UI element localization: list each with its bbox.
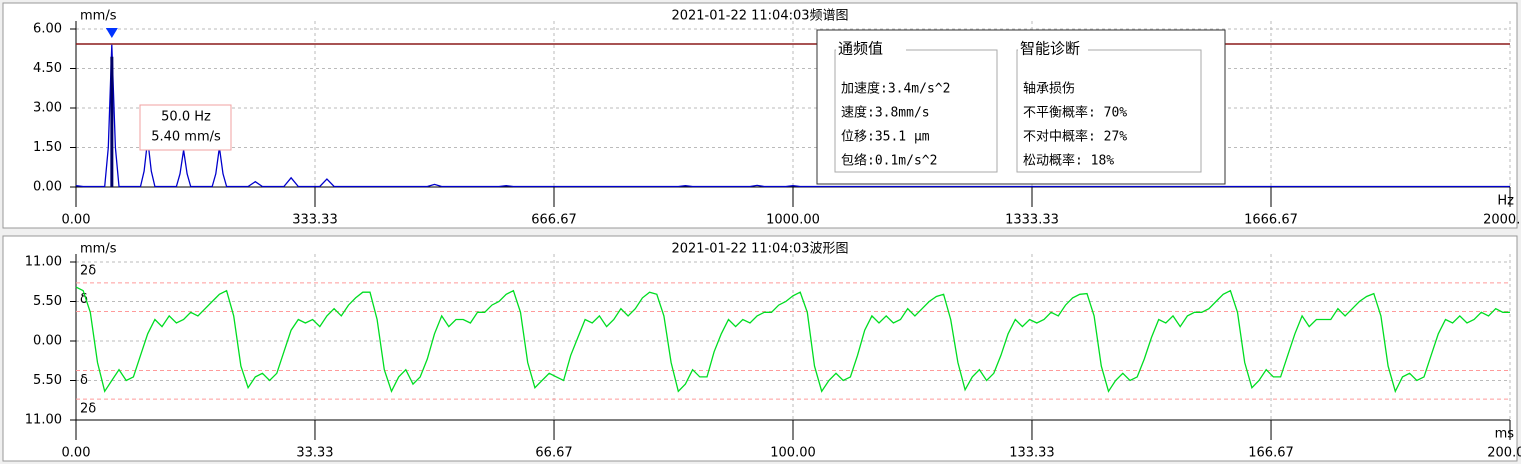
x-tick-label: 166.67	[1248, 446, 1294, 461]
chart-title: 2021-01-22 11:04:03频谱图	[671, 9, 848, 24]
y-unit: mm/s	[80, 242, 117, 257]
x-tick-label: 666.67	[531, 213, 577, 228]
reference-label: δ	[80, 373, 88, 388]
y-tick-label: 5.50	[33, 373, 62, 388]
y-tick-label: 11.00	[25, 413, 62, 428]
x-tick-label: 2000.00	[1483, 213, 1521, 228]
info-line: 松动概率: 18%	[1023, 153, 1114, 169]
y-tick-label: 3.00	[33, 101, 62, 116]
group-frame	[834, 49, 998, 173]
x-tick-label: 133.33	[1009, 446, 1055, 461]
x-unit: Hz	[1497, 194, 1514, 209]
chart-title: 2021-01-22 11:04:03波形图	[671, 242, 848, 257]
x-tick-label: 100.00	[770, 446, 816, 461]
y-unit: mm/s	[80, 9, 117, 24]
group-frame	[1016, 49, 1202, 173]
y-tick-label: 11.00	[25, 255, 62, 270]
y-tick-label: 1.50	[33, 140, 62, 155]
marker-label: 50.0 Hz	[161, 110, 211, 125]
info-line: 加速度:3.4m/s^2	[841, 81, 950, 97]
x-unit: ms	[1495, 427, 1515, 442]
x-tick-label: 1333.33	[1005, 213, 1059, 228]
info-line: 不对中概率: 27%	[1023, 129, 1127, 145]
marker-label: 5.40 mm/s	[151, 130, 221, 145]
reference-label: 2δ	[80, 263, 96, 278]
x-tick-label: 1000.00	[766, 213, 820, 228]
info-line: 包络:0.1m/s^2	[841, 153, 937, 169]
data-line	[75, 286, 1510, 394]
panel-background	[2, 235, 1518, 462]
x-tick-label: 200.00	[1487, 446, 1521, 461]
info-line: 不平衡概率: 70%	[1023, 105, 1127, 121]
marker-box	[139, 104, 232, 151]
y-tick-label: 4.50	[33, 61, 62, 76]
group-title: 智能诊断	[1020, 40, 1080, 58]
y-tick-label: 0.00	[33, 180, 62, 195]
info-line: 位移:35.1 μm	[841, 130, 930, 145]
group-title-bg	[1018, 38, 1088, 60]
info-line: 轴承损伤	[1023, 82, 1075, 97]
panel-background	[2, 2, 1518, 229]
y-tick-label: 6.00	[33, 22, 62, 37]
info-line: 速度:3.8mm/s	[841, 105, 930, 121]
peak-marker	[105, 28, 118, 38]
x-tick-label: 33.33	[296, 446, 333, 461]
y-tick-label: 0.00	[33, 334, 62, 349]
reference-label: δ	[80, 292, 88, 307]
group-title: 通频值	[838, 40, 883, 58]
x-tick-label: 333.33	[292, 213, 338, 228]
x-tick-label: 0.00	[62, 446, 91, 461]
x-tick-label: 0.00	[62, 213, 91, 228]
x-tick-label: 1666.67	[1244, 213, 1298, 228]
data-line	[75, 44, 1510, 188]
chart-panel: 2021-01-22 11:04:03波形图 mm/s ms 11.00 5.50 0.0…	[2, 235, 1521, 462]
chart-panel: 2021-01-22 11:04:03频谱图 mm/s Hz 0.00 1.50 3.00…	[2, 2, 1521, 229]
group-title-bg	[836, 38, 906, 60]
x-tick-label: 66.67	[535, 446, 572, 461]
y-tick-label: 5.50	[33, 294, 62, 309]
reference-label: 2δ	[80, 402, 96, 417]
